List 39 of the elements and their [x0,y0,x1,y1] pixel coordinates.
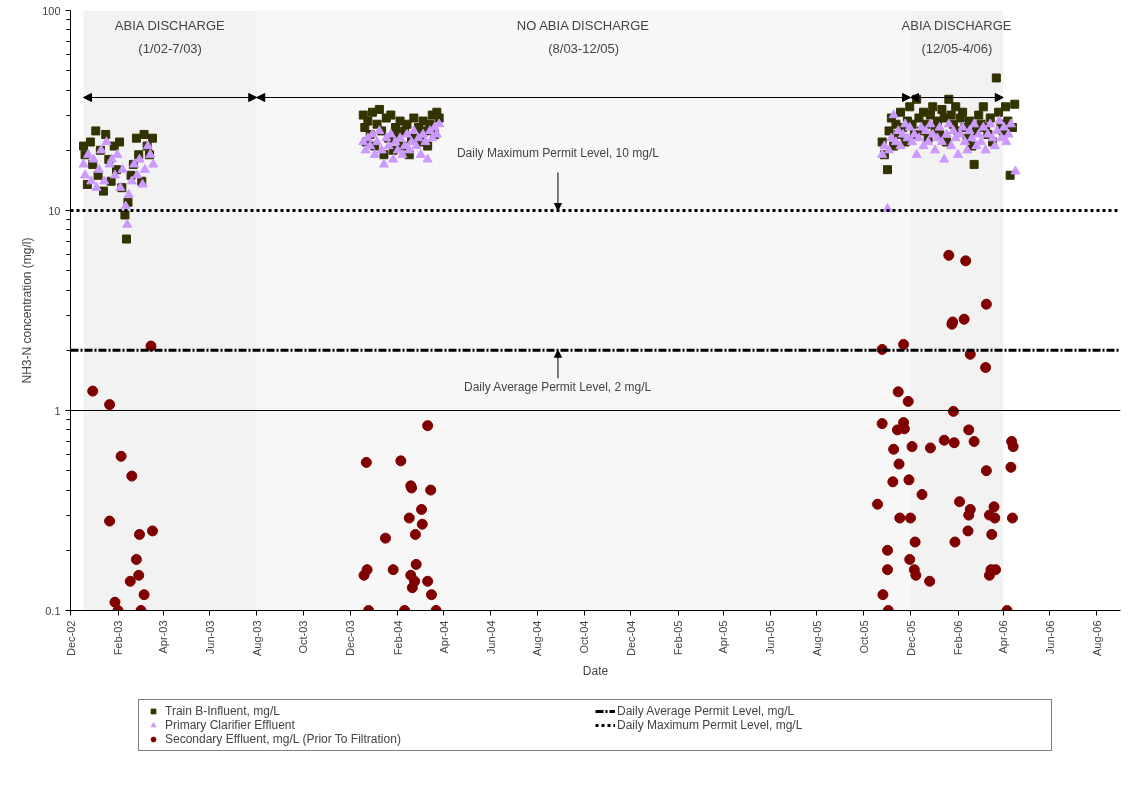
x-tick-label: Apr-05 [717,620,730,654]
band-label: NO ABIA DISCHARGE (8/03-12/05) [516,18,650,56]
x-tick-label: Aug-06 [1090,620,1103,656]
annotation: Daily Average Permit Level, 2 mg/L [464,379,652,394]
legend-label: Secondary Effluent, mg/L (Prior To Filtration) [165,732,402,746]
x-tick-label: Feb-05 [672,620,685,656]
x-tick-label: Feb-04 [391,620,404,656]
annotation: Daily Maximum Permit Level, 10 mg/L [456,146,660,161]
band-label: ABIA DISCHARGE (12/05-4/06) [901,18,1012,56]
x-axis-title: Date [582,663,609,678]
x-tick-label: Dec-03 [344,620,357,656]
legend-label: Train B-Influent, mg/L [165,704,281,718]
y-tick-label: 0.1 [45,604,61,617]
x-tick-label: Feb-03 [112,620,125,656]
x-tick-label: Feb-06 [952,620,965,656]
x-tick-label: Jun-05 [764,620,777,655]
legend-label: Daily Average Permit Level, mg/L [617,704,796,718]
x-tick-label: Aug-05 [811,620,823,656]
band-label: ABIA DISCHARGE (1/02-7/03) [114,18,226,56]
x-tick-label: Jun-04 [484,620,497,655]
y-tick-label: 100 [42,4,61,17]
x-tick-label: Oct-05 [857,620,870,654]
x-tick-label: Dec-04 [624,620,637,656]
x-tick-label: Dec-05 [904,620,917,656]
legend-label: Primary Clarifier Effluent [165,718,296,732]
y-tick-label: 1 [54,404,61,417]
x-tick-label: Jun-03 [203,620,216,655]
y-axis-title: NH3-N concentration (mg/l) [20,237,35,384]
y-tick-label: 10 [48,204,61,217]
x-tick-label: Apr-04 [437,620,450,654]
x-tick-label: Jun-06 [1043,620,1056,655]
x-tick-label: Apr-06 [997,620,1010,654]
x-tick-label: Dec-02 [64,620,77,656]
x-tick-label: Oct-04 [578,620,590,654]
x-tick-label: Apr-03 [157,620,170,654]
x-tick-label: Aug-03 [250,620,263,656]
legend-label: Daily Maximum Permit Level, mg/L [617,718,804,732]
x-tick-label: Aug-04 [531,620,544,656]
x-tick-label: Oct-03 [297,620,310,654]
